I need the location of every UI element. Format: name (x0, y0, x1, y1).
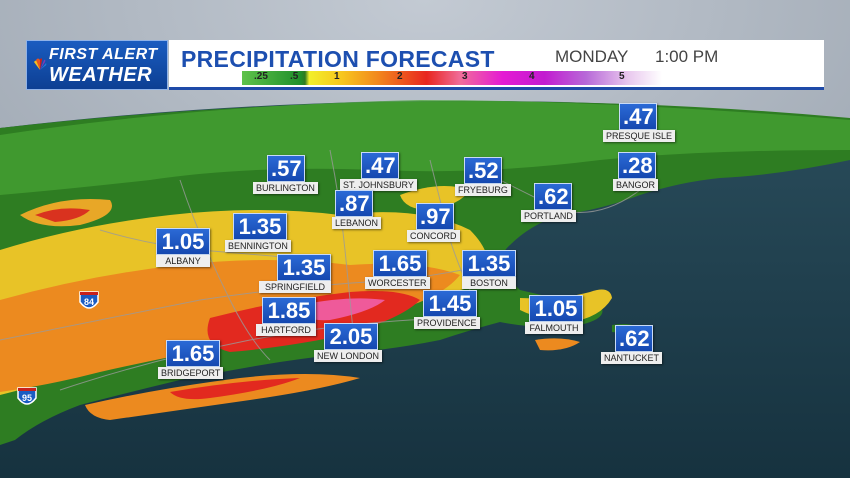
station-nantucket: .62 NANTUCKET (601, 325, 663, 364)
precip-value: .97 (416, 203, 454, 230)
city-name: WORCESTER (365, 277, 430, 289)
station-bennington: 1.35 BENNINGTON (225, 213, 291, 252)
precip-value: .52 (464, 157, 502, 184)
precip-value: .47 (619, 103, 657, 130)
highway-shield-95: 95 (17, 387, 37, 405)
station-bangor: .28 BANGOR (613, 152, 659, 191)
legend-tick: .5 (290, 71, 299, 82)
city-name: BURLINGTON (253, 182, 318, 194)
legend-tick: 5 (619, 71, 625, 82)
precip-value: .57 (267, 155, 305, 182)
precip-value: 2.05 (324, 323, 378, 350)
marthas-vineyard (535, 338, 580, 351)
legend-tick: 4 (529, 71, 535, 82)
station-springfield: 1.35 SPRINGFIELD (259, 254, 331, 293)
precip-value: .28 (618, 152, 656, 179)
precip-value: .47 (361, 152, 399, 179)
city-name: HARTFORD (256, 324, 316, 336)
city-name: PORTLAND (521, 210, 576, 222)
city-name: PROVIDENCE (414, 317, 480, 329)
precip-scale-legend: .25 .5 1 2 3 4 5 (242, 71, 662, 85)
highway-84-label: 84 (84, 297, 94, 307)
legend-tick: 3 (462, 71, 468, 82)
station-bridgeport: 1.65 BRIDGEPORT (158, 340, 224, 379)
first-alert-weather-logo: FIRST ALERT WEATHER (26, 40, 168, 90)
precip-value: .87 (335, 190, 373, 217)
station-worcester: 1.65 WORCESTER (365, 250, 430, 289)
highway-95-label: 95 (22, 393, 32, 403)
precip-color-bar (242, 71, 662, 85)
precip-value: 1.65 (373, 250, 427, 277)
peacock-icon (34, 58, 47, 70)
city-name: LEBANON (332, 217, 382, 229)
long-island (85, 374, 360, 420)
precip-value: 1.35 (233, 213, 287, 240)
station-portland: .62 PORTLAND (521, 183, 576, 222)
precip-value: 1.35 (277, 254, 331, 281)
precip-north-red (35, 208, 90, 222)
station-hartford: 1.85 HARTFORD (256, 297, 316, 336)
forecast-day: MONDAY (555, 47, 629, 66)
station-albany: 1.05 ALBANY (156, 228, 210, 267)
logo-line-1: FIRST ALERT (49, 46, 158, 63)
station-boston: 1.35 BOSTON (462, 250, 516, 289)
city-name: CONCORD (407, 230, 460, 242)
city-name: PRESQUE ISLE (603, 130, 676, 142)
precip-value: 1.05 (156, 228, 210, 255)
city-name: NEW LONDON (314, 350, 383, 362)
city-name: ALBANY (156, 255, 210, 267)
legend-tick: 2 (397, 71, 403, 82)
title-bar: PRECIPITATION FORECAST MONDAY 1:00 PM .2… (169, 40, 824, 90)
city-name: FALMOUTH (525, 322, 583, 334)
precip-pink-core (300, 298, 385, 321)
station-presque-isle: .47 PRESQUE ISLE (603, 103, 676, 142)
city-name: BRIDGEPORT (158, 367, 224, 379)
logo-line-2: WEATHER (49, 64, 153, 86)
legend-tick: 1 (334, 71, 340, 82)
station-fryeburg: .52 FRYEBURG (455, 157, 511, 196)
city-name: BENNINGTON (225, 240, 291, 252)
station-new-london: 2.05 NEW LONDON (314, 323, 383, 362)
city-name: FRYEBURG (455, 184, 511, 196)
precip-value: 1.45 (423, 290, 477, 317)
station-providence: 1.45 PROVIDENCE (414, 290, 480, 329)
forecast-time: 1:00 PM (655, 47, 719, 66)
station-burlington: .57 BURLINGTON (253, 155, 318, 194)
city-name: ST. JOHNSBURY (340, 179, 417, 191)
city-name: BANGOR (613, 179, 659, 191)
city-name: BOSTON (462, 277, 516, 289)
city-name: SPRINGFIELD (259, 281, 331, 293)
forecast-title: PRECIPITATION FORECAST (181, 46, 495, 72)
precip-value: .62 (534, 183, 572, 210)
legend-tick: .25 (254, 71, 268, 82)
station-st-johnsbury: .47 ST. JOHNSBURY (340, 152, 417, 191)
precip-value: 1.05 (529, 295, 583, 322)
precip-value: 1.35 (462, 250, 516, 277)
header: FIRST ALERT WEATHER PRECIPITATION FORECA… (26, 40, 824, 90)
station-concord: .97 CONCORD (407, 203, 460, 242)
precip-value: .62 (615, 325, 653, 352)
highway-shield-84: 84 (79, 291, 99, 309)
precip-value: 1.65 (166, 340, 220, 367)
station-falmouth: 1.05 FALMOUTH (525, 295, 583, 334)
long-island-red (170, 378, 300, 400)
precip-value: 1.85 (262, 297, 316, 324)
station-lebanon: .87 LEBANON (332, 190, 382, 229)
city-name: NANTUCKET (601, 352, 663, 364)
